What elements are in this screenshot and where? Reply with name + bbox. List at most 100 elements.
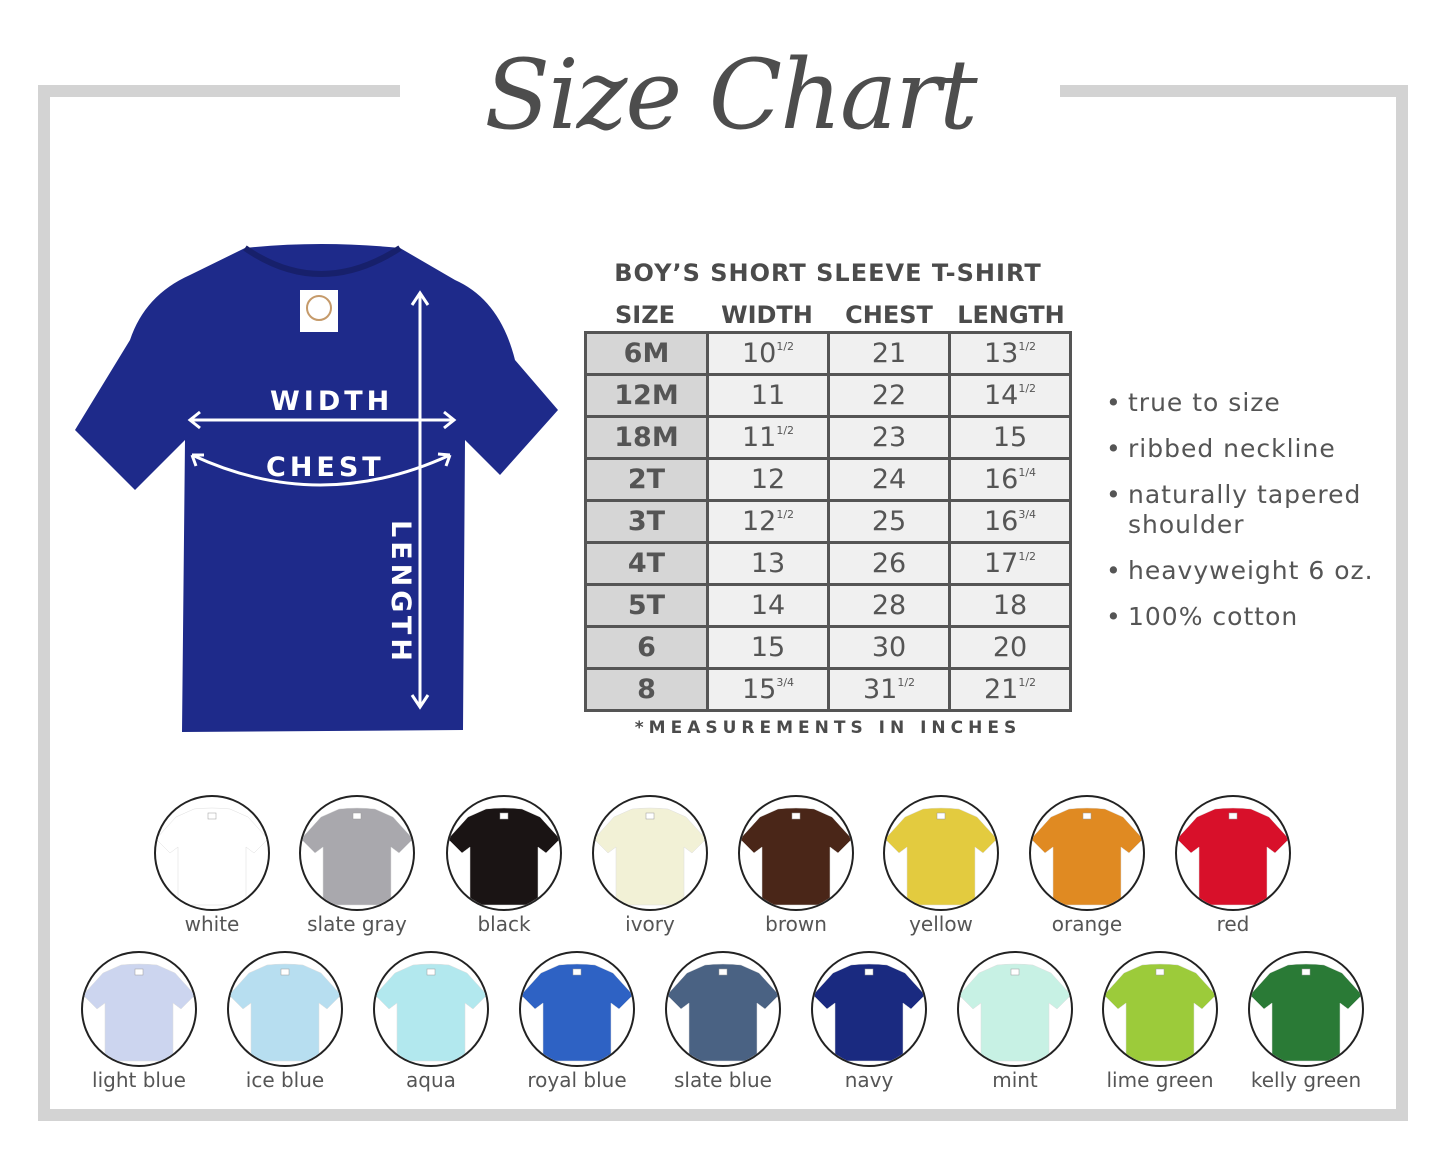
tshirt-icon bbox=[885, 807, 997, 906]
tshirt-icon bbox=[813, 963, 925, 1062]
feature-list: true to size ribbed neckline naturally t… bbox=[1106, 388, 1396, 648]
measurement-cell: 30 bbox=[827, 625, 951, 670]
size-cell: 12M bbox=[584, 373, 709, 418]
swatch-circle bbox=[1029, 795, 1145, 911]
measurement-cell: 163/4 bbox=[948, 499, 1072, 544]
color-swatch: black bbox=[431, 795, 577, 937]
tshirt-icon bbox=[375, 963, 487, 1062]
border-frame bbox=[38, 85, 1408, 1121]
size-cell: 6 bbox=[584, 625, 709, 670]
measurement-cell: 141/2 bbox=[948, 373, 1072, 418]
swatch-circle bbox=[227, 951, 343, 1067]
table-row: 3T 121/2 25 163/4 bbox=[584, 499, 1072, 544]
swatch-label: light blue bbox=[92, 1068, 186, 1092]
feature-item: naturally tapered shoulder bbox=[1106, 480, 1396, 540]
measurement-cell: 111/2 bbox=[706, 415, 830, 460]
feature-item: true to size bbox=[1106, 388, 1396, 418]
swatch-circle bbox=[592, 795, 708, 911]
table-title: BOY’S SHORT SLEEVE T-SHIRT bbox=[614, 259, 1042, 287]
frame-gap bbox=[400, 80, 1060, 104]
swatch-circle bbox=[81, 951, 197, 1067]
measurement-cell: 22 bbox=[827, 373, 951, 418]
swatch-label: slate gray bbox=[307, 912, 407, 936]
size-cell: 4T bbox=[584, 541, 709, 586]
swatch-circle bbox=[373, 951, 489, 1067]
swatch-label: mint bbox=[992, 1068, 1038, 1092]
color-swatch: slate blue bbox=[650, 951, 796, 1093]
table-row: 6 15 30 20 bbox=[584, 625, 1072, 670]
measurement-cell: 15 bbox=[706, 625, 830, 670]
measurement-cell: 26 bbox=[827, 541, 951, 586]
measurement-cell: 21 bbox=[827, 331, 951, 376]
size-cell: 18M bbox=[584, 415, 709, 460]
swatch-circle bbox=[1175, 795, 1291, 911]
color-swatch: kelly green bbox=[1233, 951, 1379, 1093]
swatch-circle bbox=[299, 795, 415, 911]
swatch-label: black bbox=[477, 912, 531, 936]
measurement-cell: 11 bbox=[706, 373, 830, 418]
measurement-cell: 28 bbox=[827, 583, 951, 628]
color-swatch: aqua bbox=[358, 951, 504, 1093]
swatch-label: aqua bbox=[406, 1068, 456, 1092]
size-cell: 2T bbox=[584, 457, 709, 502]
tshirt-icon bbox=[448, 807, 560, 906]
measurement-cell: 25 bbox=[827, 499, 951, 544]
swatch-label: orange bbox=[1051, 912, 1123, 936]
table-row: 18M 111/2 23 15 bbox=[584, 415, 1072, 460]
header-chest: CHEST bbox=[845, 301, 933, 329]
table-row: 12M 11 22 141/2 bbox=[584, 373, 1072, 418]
measurement-cell: 23 bbox=[827, 415, 951, 460]
swatch-circle bbox=[957, 951, 1073, 1067]
measurement-cell: 121/2 bbox=[706, 499, 830, 544]
swatch-circle bbox=[1102, 951, 1218, 1067]
color-swatch: white bbox=[139, 795, 285, 937]
size-table: 6M 101/2 21 131/2 12M 11 22 141/2 18M 111/2 23 15 2T… bbox=[584, 331, 1072, 712]
tshirt-icon bbox=[156, 807, 268, 906]
header-length: LENGTH bbox=[957, 301, 1065, 329]
table-row: 4T 13 26 171/2 bbox=[584, 541, 1072, 586]
measurement-cell: 20 bbox=[948, 625, 1072, 670]
feature-item: 100% cotton bbox=[1106, 602, 1396, 632]
tshirt-icon bbox=[667, 963, 779, 1062]
measurement-cell: 101/2 bbox=[706, 331, 830, 376]
color-swatch: red bbox=[1160, 795, 1306, 937]
swatch-circle bbox=[446, 795, 562, 911]
chest-label: CHEST bbox=[266, 452, 385, 483]
color-swatch: brown bbox=[723, 795, 869, 937]
swatch-label: navy bbox=[844, 1068, 894, 1092]
measurement-cell: 14 bbox=[706, 583, 830, 628]
swatch-circle bbox=[154, 795, 270, 911]
header-size: SIZE bbox=[614, 301, 675, 329]
tshirt-icon bbox=[594, 807, 706, 906]
color-swatch: orange bbox=[1014, 795, 1160, 937]
swatch-label: kelly green bbox=[1250, 1068, 1362, 1092]
tshirt-icon bbox=[1031, 807, 1143, 906]
swatch-label: royal blue bbox=[527, 1068, 627, 1092]
swatch-label: ice blue bbox=[245, 1068, 325, 1092]
swatch-circle bbox=[665, 951, 781, 1067]
tshirt-icon bbox=[1177, 807, 1289, 906]
measurement-cell: 211/2 bbox=[948, 667, 1072, 712]
tshirt-icon bbox=[301, 807, 413, 906]
table-row: 6M 101/2 21 131/2 bbox=[584, 331, 1072, 376]
tshirt-icon bbox=[1250, 963, 1362, 1062]
tshirt-icon bbox=[521, 963, 633, 1062]
color-swatch: mint bbox=[942, 951, 1088, 1093]
size-cell: 6M bbox=[584, 331, 709, 376]
measurement-cell: 18 bbox=[948, 583, 1072, 628]
swatch-label: lime green bbox=[1106, 1068, 1214, 1092]
color-swatch: ivory bbox=[577, 795, 723, 937]
swatch-circle bbox=[811, 951, 927, 1067]
feature-item: ribbed neckline bbox=[1106, 434, 1396, 464]
measurement-cell: 24 bbox=[827, 457, 951, 502]
measurement-cell: 153/4 bbox=[706, 667, 830, 712]
swatch-circle bbox=[883, 795, 999, 911]
measurement-cell: 171/2 bbox=[948, 541, 1072, 586]
table-row: 2T 12 24 161/4 bbox=[584, 457, 1072, 502]
color-swatch: light blue bbox=[66, 951, 212, 1093]
swatch-circle bbox=[738, 795, 854, 911]
width-label: WIDTH bbox=[270, 386, 394, 417]
color-swatch: ice blue bbox=[212, 951, 358, 1093]
swatch-label: white bbox=[184, 912, 240, 936]
swatch-label: yellow bbox=[909, 912, 973, 936]
